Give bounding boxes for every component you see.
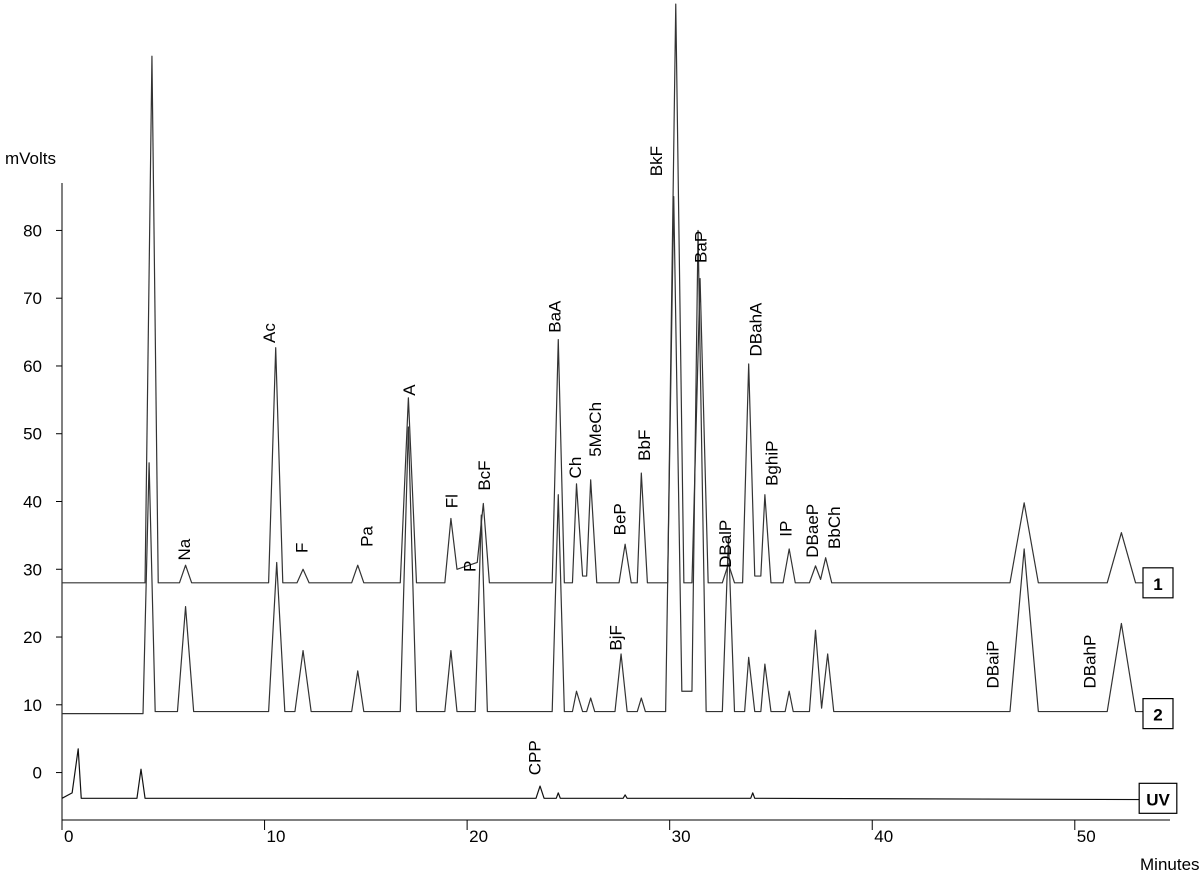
y-tick-label: 80: [23, 221, 42, 240]
series-label-box: [1142, 698, 1174, 730]
series-label-text: UV: [1146, 790, 1170, 809]
series-label-text: 1: [1153, 575, 1162, 594]
x-axis-label: Minutes: [1140, 855, 1200, 874]
y-tick-label: 70: [23, 289, 42, 308]
peak-label: A: [400, 384, 419, 396]
y-tick-label: 0: [33, 764, 42, 783]
peak-label: BghiP: [762, 441, 781, 486]
y-tick-label: 20: [23, 628, 42, 647]
peak-label: 5MeCh: [586, 402, 605, 457]
trace: [61, 748, 1171, 801]
x-tick-label: 0: [64, 827, 73, 846]
peak-label: Ac: [260, 323, 279, 343]
peak-label: Pa: [357, 526, 376, 547]
peak-label: Fl: [442, 494, 461, 508]
x-tick-label: 10: [267, 827, 286, 846]
y-tick-label: 40: [23, 493, 42, 512]
peak-label: BjF: [606, 625, 625, 651]
peak-label: Ch: [566, 457, 585, 479]
x-tick-label: 40: [874, 827, 893, 846]
peak-label: F: [293, 543, 312, 553]
peak-label: P: [461, 561, 480, 572]
y-tick-label: 30: [23, 560, 42, 579]
peak-label: DBahP: [1080, 635, 1099, 689]
peak-label: Na: [175, 538, 194, 560]
peak-label: BcF: [475, 460, 494, 490]
peak-label: BeP: [611, 503, 630, 535]
series-label: UV: [1138, 782, 1178, 814]
y-tick-label: 60: [23, 357, 42, 376]
peak-label: DBaeP: [803, 504, 822, 558]
y-tick-label: 50: [23, 425, 42, 444]
x-tick-label: 20: [469, 827, 488, 846]
peak-label: DBaiP: [983, 640, 1002, 688]
series-label-box: [1138, 782, 1178, 814]
series-label-box: [1142, 567, 1174, 599]
peak-label: BbF: [635, 430, 654, 461]
trace: [62, 195, 1170, 715]
peak-label: BbCh: [825, 506, 844, 549]
y-tick-label: 10: [23, 696, 42, 715]
y-axis-label: mVolts: [5, 149, 56, 168]
x-tick-label: 50: [1077, 827, 1096, 846]
peak-label: BaP: [692, 231, 711, 263]
peak-label: BaA: [546, 300, 565, 333]
peak-label: DBalP: [716, 520, 735, 568]
trace: [62, 3, 1170, 584]
series-label: 2: [1142, 698, 1174, 730]
series-label-text: 2: [1153, 706, 1162, 725]
peak-label: BkF: [647, 146, 666, 176]
peak-label: IP: [777, 521, 796, 537]
series-label: 1: [1142, 567, 1174, 599]
x-tick-label: 30: [672, 827, 691, 846]
peak-label: CPP: [525, 740, 544, 775]
peak-label: DBahA: [746, 302, 765, 357]
